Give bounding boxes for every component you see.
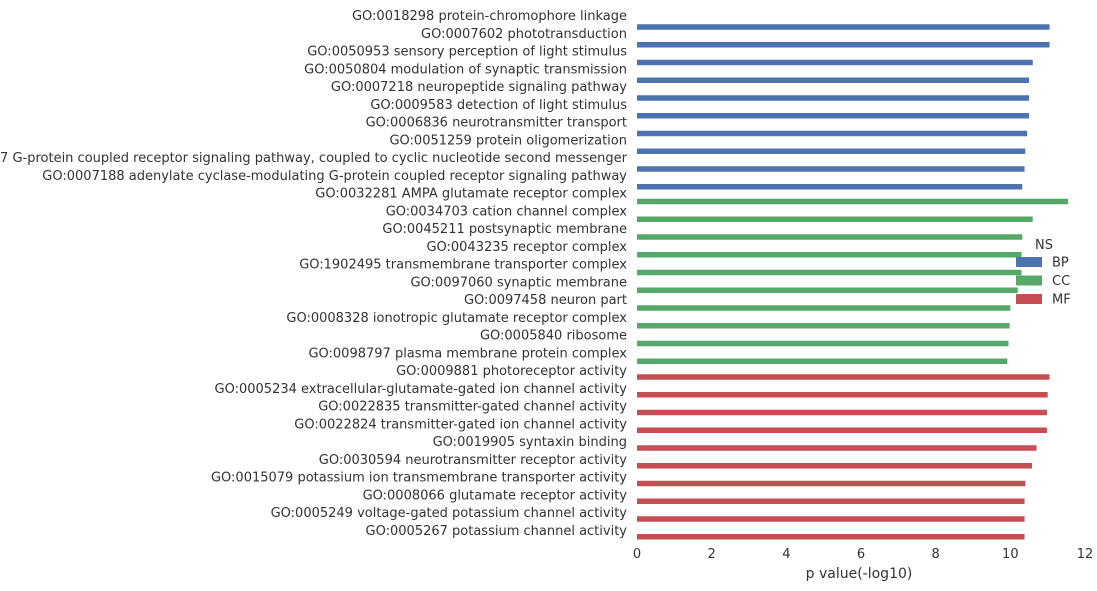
category-label: GO:0022824 transmitter-gated ion channel… bbox=[294, 417, 627, 432]
bar-cc bbox=[637, 216, 1033, 222]
x-tick-label: 2 bbox=[708, 547, 716, 562]
bar-bp bbox=[637, 95, 1029, 101]
bar-cc bbox=[637, 252, 1022, 258]
bar-mf bbox=[637, 516, 1025, 522]
bar-mf bbox=[637, 392, 1048, 398]
x-tick-label: 0 bbox=[633, 547, 641, 562]
legend-label: CC bbox=[1052, 274, 1070, 289]
category-label: GO:0015079 potassium ion transmembrane t… bbox=[211, 471, 627, 486]
x-tick-label: 12 bbox=[1077, 547, 1094, 562]
bar-bp bbox=[637, 59, 1033, 66]
category-label: GO:0008066 glutamate receptor activity bbox=[363, 488, 628, 503]
bar-bp bbox=[637, 148, 1026, 154]
bar-cc bbox=[637, 323, 1010, 329]
category-label: GO:0098797 plasma membrane protein compl… bbox=[308, 346, 627, 361]
category-label: GO:0019905 syntaxin binding bbox=[433, 435, 627, 450]
x-tick-label: 8 bbox=[932, 547, 940, 562]
x-axis: 0 2 4 6 8 10 12 bbox=[633, 547, 1093, 562]
category-label: GO:0008328 ionotropic glutamate receptor… bbox=[286, 311, 627, 326]
bar-mf bbox=[637, 445, 1037, 451]
bar-bp bbox=[637, 113, 1029, 119]
bar-cc bbox=[637, 198, 1069, 205]
category-label: GO:0005234 extracellular-glutamate-gated… bbox=[215, 382, 628, 397]
category-label: GO:0050804 modulation of synaptic transm… bbox=[304, 62, 627, 77]
x-tick-label: 10 bbox=[1002, 547, 1019, 562]
category-label: GO:0097458 neuron part bbox=[464, 293, 627, 308]
category-label: GO:0009583 detection of light stimulus bbox=[370, 98, 627, 113]
category-label: GO:0045211 postsynaptic membrane bbox=[382, 222, 627, 237]
category-label: GO:0043235 receptor complex bbox=[426, 240, 627, 255]
bar-bp bbox=[637, 130, 1028, 137]
category-label: GO:0006836 neurotransmitter transport bbox=[366, 116, 627, 131]
category-label: GO:0051259 protein oligomerization bbox=[389, 133, 627, 148]
category-label: GO:0005840 ribosome bbox=[480, 329, 627, 344]
bar-mf bbox=[637, 409, 1047, 416]
category-labels-layer: GO:0018298 protein-chromophore linkage GO… bbox=[0, 9, 628, 539]
category-label: GO:0032281 AMPA glutamate receptor compl… bbox=[315, 187, 627, 202]
bar-mf bbox=[637, 463, 1032, 469]
bar-bp bbox=[637, 166, 1025, 172]
bar-cc bbox=[637, 234, 1023, 240]
category-label: GO:0018298 protein-chromophore linkage bbox=[352, 9, 627, 24]
category-label: GO:0034703 cation channel complex bbox=[386, 204, 628, 219]
category-label: GO:1902495 transmembrane transporter com… bbox=[299, 258, 627, 273]
legend-swatch-bp bbox=[1016, 257, 1042, 267]
category-label: GO:0007218 neuropeptide signaling pathwa… bbox=[331, 80, 627, 95]
bar-mf bbox=[637, 498, 1025, 504]
legend-swatch-cc bbox=[1016, 275, 1042, 286]
category-label: GO:0005249 voltage-gated potassium chann… bbox=[271, 506, 628, 521]
bar-bp bbox=[637, 184, 1023, 190]
bar-mf bbox=[637, 374, 1050, 380]
legend-label: MF bbox=[1052, 293, 1071, 308]
category-label: GO:0050953 sensory perception of light s… bbox=[307, 45, 627, 60]
bar-mf bbox=[637, 480, 1026, 487]
category-label: GO:0005267 potassium channel activity bbox=[366, 524, 628, 539]
category-label: GO:0009881 photoreceptor activity bbox=[396, 364, 627, 379]
category-label: GO:0097060 synaptic membrane bbox=[410, 275, 627, 290]
bar-bp bbox=[637, 24, 1050, 30]
legend-title: NS bbox=[1035, 238, 1053, 253]
bar-cc bbox=[637, 305, 1011, 311]
bar-cc bbox=[637, 358, 1008, 364]
category-label: GO:0007602 phototransduction bbox=[421, 27, 627, 42]
x-tick-label: 4 bbox=[782, 547, 790, 562]
bar-mf bbox=[637, 427, 1047, 433]
category-label: GO:0030594 neurotransmitter receptor act… bbox=[319, 453, 628, 468]
legend-swatch-mf bbox=[1016, 294, 1042, 304]
legend: NS BP CC MF bbox=[1016, 238, 1071, 308]
category-label: GO:0007188 adenylate cyclase-modulating … bbox=[42, 169, 627, 184]
bar-bp bbox=[637, 77, 1029, 83]
category-label: GO:0007187 G-protein coupled receptor si… bbox=[0, 151, 628, 166]
x-axis-label: p value(-log10) bbox=[806, 566, 913, 582]
bar-cc bbox=[637, 287, 1018, 293]
bar-bp bbox=[637, 42, 1050, 48]
bars-layer bbox=[637, 24, 1069, 540]
x-tick-label: 6 bbox=[857, 547, 865, 562]
category-label: GO:0022835 transmitter-gated channel act… bbox=[318, 400, 627, 415]
legend-label: BP bbox=[1052, 256, 1069, 271]
bar-cc bbox=[637, 340, 1009, 347]
bar-cc bbox=[637, 269, 1022, 276]
bar-mf bbox=[637, 534, 1025, 540]
